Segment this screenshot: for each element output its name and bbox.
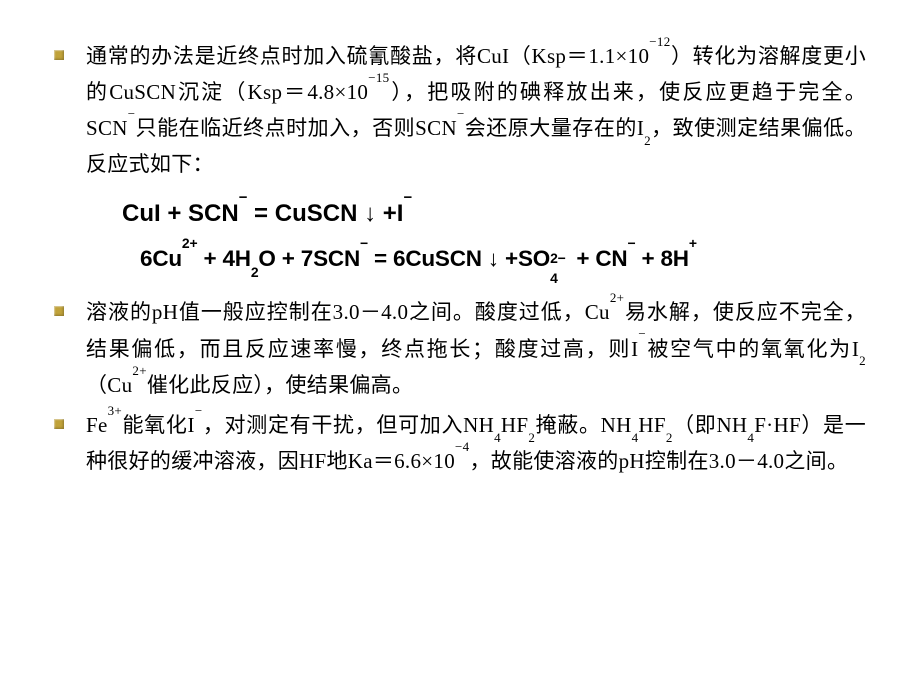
op: + [276,246,301,271]
op: + [197,246,222,271]
text: 只能在临近终点时加入，否则SCN [135,116,457,140]
paragraph-1: 通常的办法是近终点时加入硫氰酸盐，将CuI（Ksp＝1.1×10−12）转化为溶… [86,38,866,182]
text: 催化此反应），使结果偏高。 [147,373,413,397]
superscript: − [360,235,368,251]
text: 能氧化I [122,413,195,437]
subscript: 4 [494,430,501,445]
op: + [570,246,595,271]
equation-block: CuI + SCN− = CuSCN ↓ +I− 6Cu2+ + 4H2O + … [54,200,866,272]
bullet-item-1: 通常的办法是近终点时加入硫氰酸盐，将CuI（Ksp＝1.1×10−12）转化为溶… [54,38,866,182]
text: HF [501,413,528,437]
text: Fe [86,413,108,437]
superscript: − [403,190,412,206]
coef: 8 [660,246,672,271]
superscript: + [689,235,697,251]
superscript: − [239,190,248,206]
term: CuSCN [275,200,358,227]
term: CuSCN [405,246,482,271]
term: SCN [313,246,360,271]
coef: 6 [140,246,152,271]
coef: 4 [222,246,234,271]
coef: 6 [393,246,405,271]
text: ，对测定有干扰，但可加入NH [202,413,494,437]
superscript: 2− [550,250,566,266]
superscript: 2+ [132,363,146,378]
slide-body: 通常的办法是近终点时加入硫氰酸盐，将CuI（Ksp＝1.1×10−12）转化为溶… [0,0,920,690]
subscript: 2 [644,133,651,148]
bullet-item-3: Fe3+能氧化I−，对测定有干扰，但可加入NH4HF2掩蔽。NH4HF2（即NH… [54,407,866,479]
op: + [635,246,660,271]
superscript: − [195,403,203,418]
eq-text: CuI + SCN− = CuSCN ↓ +I− [122,200,412,227]
term: +SO [505,246,550,271]
term: CN [595,246,627,271]
text: （Cu [86,373,132,397]
op: + [161,200,188,227]
text: ，故能使溶液的pH控制在3.0－4.0之间。 [469,449,848,473]
term: SCN [188,200,239,227]
term: +I [383,200,404,227]
superscript: − [128,106,136,121]
bullet-list-2: 溶液的pH值一般应控制在3.0－4.0之间。酸度过低，Cu2+易水解，使反应不完… [54,294,866,479]
bullet-item-2: 溶液的pH值一般应控制在3.0－4.0之间。酸度过低，Cu2+易水解，使反应不完… [54,294,866,402]
text: （即NH [673,413,748,437]
text: 掩蔽。NH [535,413,631,437]
paragraph-2: 溶液的pH值一般应控制在3.0－4.0之间。酸度过低，Cu2+易水解，使反应不完… [86,294,866,402]
down-arrow-icon: ↓ [482,246,505,271]
subscript: 4 [632,430,639,445]
term: Cu [152,246,182,271]
term: H [235,246,251,271]
superscript: −15 [368,70,389,85]
superscript: − [638,326,646,341]
text: 会还原大量存在的I [465,116,645,140]
subscript: 2 [666,430,673,445]
equation-1: CuI + SCN− = CuSCN ↓ +I− [122,200,866,228]
term: CuI [122,200,161,227]
superscript: 2+ [610,290,624,305]
superscript: 2+ [182,235,198,251]
equation-2: 6Cu2+ + 4H2O + 7SCN− = 6CuSCN ↓ +SO2−4 +… [122,246,866,272]
subscript: 4 [550,270,558,286]
subscript: 2 [528,430,535,445]
term: O [258,246,275,271]
text: 溶液的pH值一般应控制在3.0－4.0之间。酸度过低，Cu [86,300,610,324]
text: HF [638,413,665,437]
op: = [368,246,393,271]
bullet-list: 通常的办法是近终点时加入硫氰酸盐，将CuI（Ksp＝1.1×10−12）转化为溶… [54,38,866,182]
coef: 7 [301,246,313,271]
term: H [673,246,689,271]
superscript: 3+ [108,403,122,418]
eq-text: 6Cu2+ + 4H2O + 7SCN− = 6CuSCN ↓ +SO2−4 +… [140,246,697,271]
down-arrow-icon: ↓ [357,200,382,227]
text: 被空气中的氧氧化为I [646,337,859,361]
superscript: −4 [455,439,469,454]
text: 通常的办法是近终点时加入硫氰酸盐，将CuI（Ksp＝1.1×10 [86,44,649,68]
superscript: − [627,235,635,251]
subscript: 4 [747,430,754,445]
paragraph-3: Fe3+能氧化I−，对测定有干扰，但可加入NH4HF2掩蔽。NH4HF2（即NH… [86,407,866,479]
subscript: 2 [859,353,866,368]
subscript: 2 [251,264,259,280]
op: = [247,200,274,227]
superscript: − [457,106,465,121]
superscript: −12 [649,34,670,49]
